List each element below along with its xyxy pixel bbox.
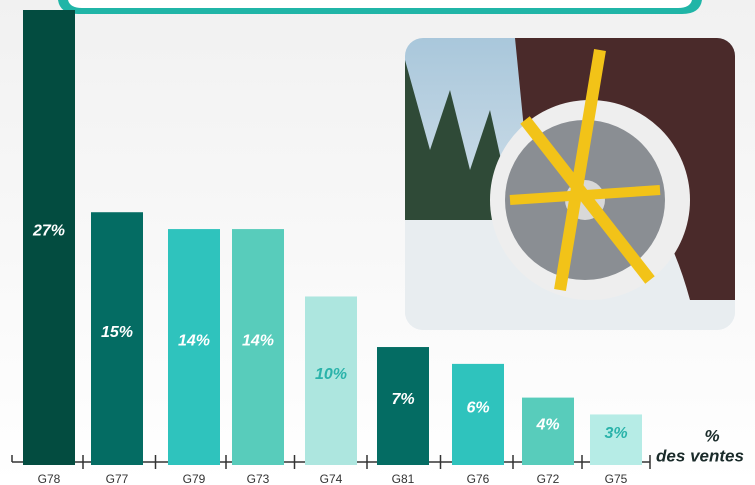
x-tick-label: G75 [605,472,628,485]
bar [305,296,357,465]
bar [377,347,429,465]
x-tick-label: G79 [183,472,206,485]
x-tick-label: G78 [38,472,61,485]
value-label: 10% [315,366,347,383]
value-label: 4% [535,417,559,434]
x-tick-label: G73 [247,472,270,485]
bar [23,10,75,465]
value-label: 27% [32,223,65,240]
bar [590,414,642,465]
x-tick-label: G74 [320,472,343,485]
axis-unit: % [704,426,719,445]
bar [522,397,574,465]
value-label: 3% [604,425,627,442]
bar [168,229,220,465]
value-label: 14% [242,332,274,349]
x-tick-label: G81 [392,472,415,485]
bar [232,229,284,465]
x-tick-label: G77 [106,472,129,485]
value-label: 6% [466,400,489,417]
bar [91,212,143,465]
bar [452,363,504,465]
photo [405,38,735,330]
x-tick-label: G72 [537,472,560,485]
banner-inner [68,0,692,8]
x-tick-label: G76 [467,472,490,485]
value-label: 14% [178,332,210,349]
value-label: 7% [391,391,414,408]
value-label: 15% [101,324,133,341]
axis-label: des ventes [656,446,744,465]
